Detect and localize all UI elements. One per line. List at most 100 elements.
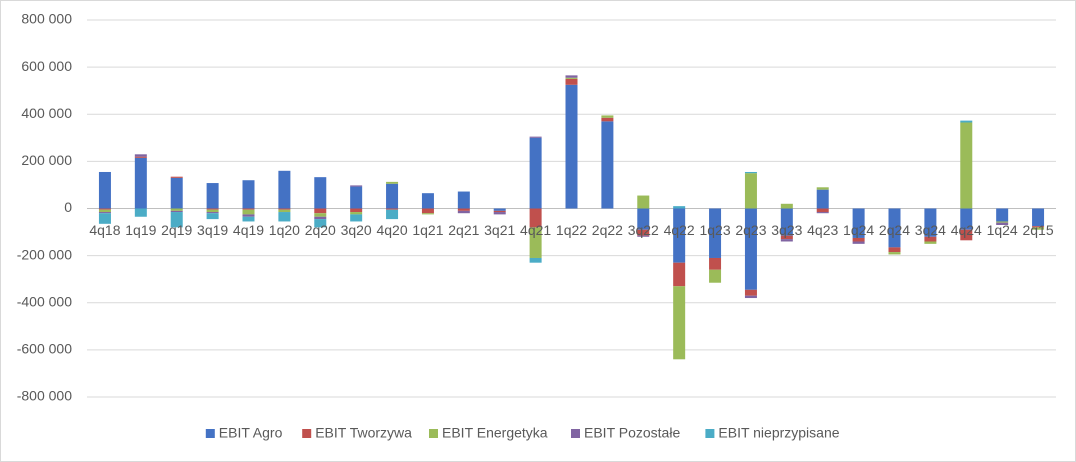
bar-segment [673,206,686,209]
legend-label: EBIT Tworzywa [315,425,412,441]
bar-segment [529,227,542,258]
bar-segment [457,191,470,209]
bar-segment [278,209,291,213]
x-tick-label: 2q19 [161,222,192,238]
bar-segment [780,208,793,236]
x-tick-label: 2q21 [448,222,479,238]
bar-segment [780,235,793,240]
x-tick-label: 4q21 [520,222,551,238]
bar-segment [816,208,829,213]
bar-segment [996,221,1009,223]
bar-segment [242,214,255,217]
bar-segment [421,193,434,209]
bar-segment [386,181,399,184]
legend-label: EBIT Pozostałe [584,425,680,441]
y-tick-label: 0 [64,199,72,215]
bar-segment [278,212,291,222]
bar-segment [170,212,183,228]
y-tick-label: -800 000 [17,388,72,404]
y-tick-label: -200 000 [17,246,72,262]
bar-segment [529,208,542,228]
bar-segment [709,269,722,283]
bar-segment [457,208,470,211]
bar-segment [673,208,686,263]
bar-segment [744,289,757,296]
bar-segment [852,208,865,238]
bar-segment [565,77,578,79]
bar-segment [314,213,327,217]
bar-segment [565,84,578,209]
bar-segment [242,209,255,215]
bar-segment [709,257,722,270]
bar-segment [278,170,291,209]
bar-segment [206,209,219,213]
bar-segment [98,209,111,213]
bar-segment [601,121,614,209]
bar-segment [98,208,111,210]
bar-segment [673,286,686,360]
bar-segment [637,195,650,209]
bar-segment [350,186,363,209]
bar-segment [457,210,470,214]
bar-segment [709,208,722,258]
bar-segment [134,208,147,217]
bar-segment [1032,227,1045,230]
y-tick-label: 200 000 [21,152,72,168]
bar-segment [134,154,147,157]
legend-swatch [205,429,215,438]
bar-segment [206,213,219,220]
bar-segment [960,122,973,209]
bar-segment [134,157,147,209]
bar-segment [1032,208,1045,227]
bar-segment [924,236,937,242]
x-tick-label: 2q20 [305,222,336,238]
bar-segment [601,117,614,122]
bar-segment [170,208,183,211]
x-tick-label: 3q22 [628,222,659,238]
x-tick-label: 3q23 [771,222,802,238]
bar-segment [242,180,255,209]
x-tick-label: 1q21 [412,222,443,238]
bar-segment [744,171,757,174]
bar-segment [421,213,434,215]
bar-segment [386,209,399,220]
bar-segment [314,216,327,220]
legend-swatch [571,429,580,438]
x-tick-label: 1q20 [269,222,300,238]
bar-segment [98,212,111,214]
bar-segment [960,120,973,123]
bar-segment [98,213,111,224]
bar-segment [493,208,506,211]
bar-segment [816,189,829,209]
bar-segment [170,177,183,209]
bar-segment [278,208,291,210]
bar-segment [350,185,363,187]
x-tick-label: 4q19 [233,222,264,238]
bar-segment [350,208,363,213]
legend-label: EBIT nieprzypisane [718,425,839,441]
bar-segment [960,229,973,241]
bar-segment [134,156,147,158]
bar-segment [493,212,506,215]
legend-label: EBIT Energetyka [442,425,548,441]
bar-segment [565,78,578,85]
y-tick-label: -400 000 [17,293,72,309]
bar-segment [673,262,686,287]
bar-segment [386,183,399,209]
bar-segment [637,229,650,236]
x-tick-label: 4q23 [807,222,838,238]
x-tick-label: 3q20 [341,222,372,238]
x-tick-label: 3q19 [197,222,228,238]
bar-segment [780,203,793,209]
bar-segment [314,208,327,214]
bar-segment [888,247,901,253]
x-tick-label: 4q24 [951,222,982,238]
bar-segment [888,252,901,255]
x-tick-label: 4q20 [376,222,407,238]
bar-segment [565,75,578,78]
bar-segment [1032,226,1045,228]
bar-segment [744,173,757,209]
bar-segment [852,237,865,242]
bar-segment [170,176,183,178]
